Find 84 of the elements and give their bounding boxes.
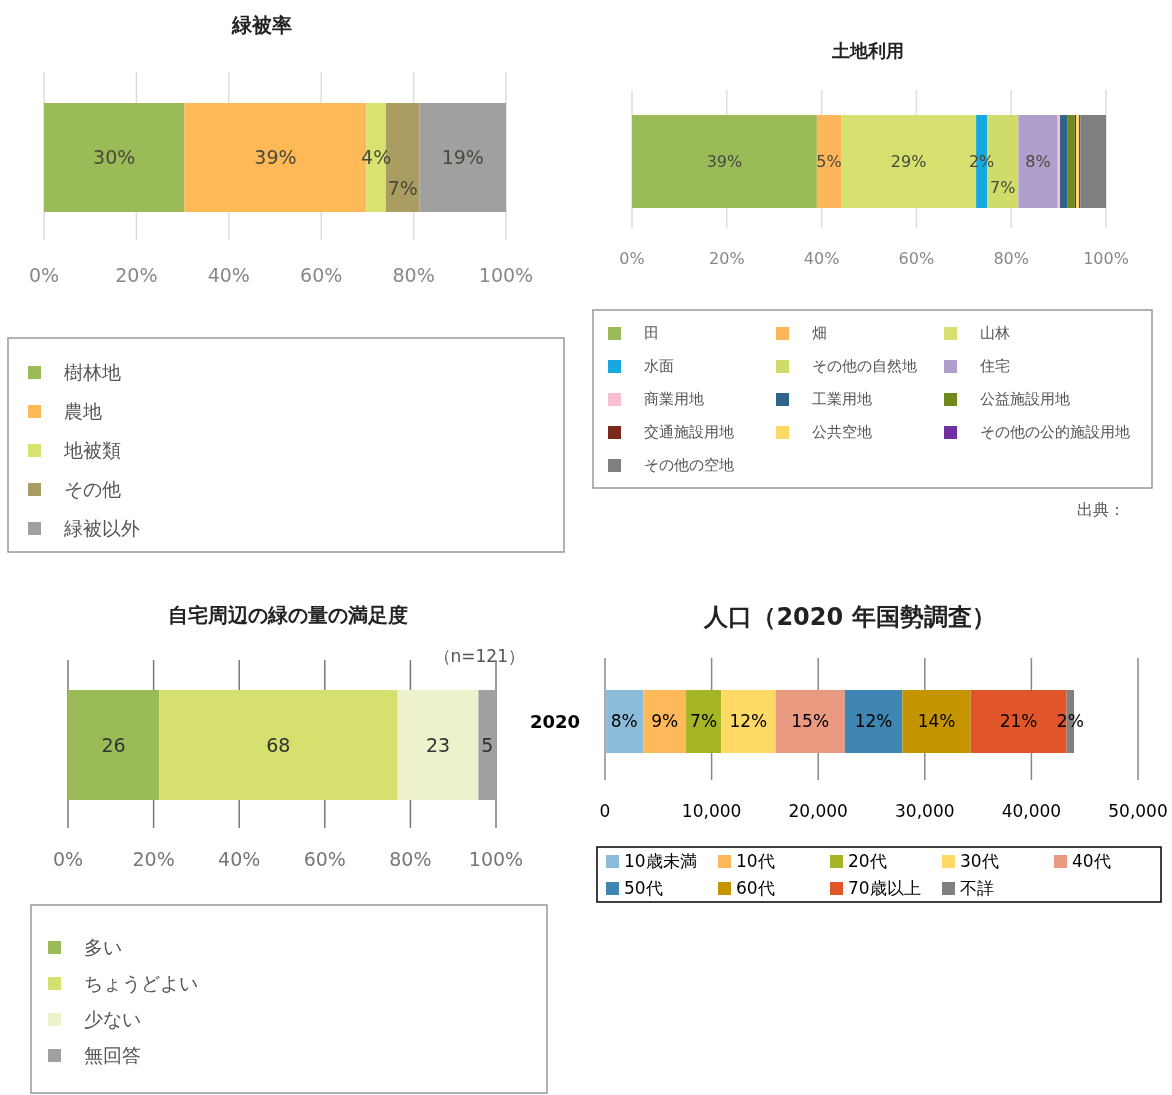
legend-label: 住宅 (979, 357, 1010, 376)
x-tick-label: 40% (207, 264, 250, 286)
x-tick-label: 40% (803, 249, 840, 268)
y-tick-label: 2020 (529, 710, 580, 732)
x-tick-label: 40% (218, 848, 261, 870)
legend-label: 50代 (624, 877, 663, 898)
chart-title: 緑被率 (231, 13, 292, 37)
chart-title: 人口（2020 年国勢調査） (703, 603, 996, 631)
annotation: 15% (791, 711, 830, 732)
chart-title: 自宅周辺の緑の量の満足度 (168, 603, 408, 627)
x-tick-label: 60% (898, 249, 935, 268)
annotation: 9% (651, 711, 679, 732)
data-label: 7% (387, 176, 418, 199)
x-tick-label: 20% (709, 249, 745, 268)
legend-label: 少ない (84, 1007, 141, 1030)
x-tick-label: 20% (132, 848, 175, 870)
x-tick-label: 40,000 (1001, 801, 1062, 821)
annotation: 26 (101, 733, 126, 756)
legend-label: 無回答 (84, 1043, 141, 1066)
data-label: 39% (254, 146, 297, 169)
annotation: 7% (690, 711, 718, 732)
legend-label: その他の空地 (644, 456, 734, 475)
data-label: 5% (816, 152, 842, 172)
legend-label: 不詳 (960, 877, 994, 898)
legend-label: 10歳未満 (624, 850, 697, 871)
x-tick-label: 20,000 (788, 801, 848, 821)
annotation: 5 (481, 733, 494, 756)
legend-label: 20代 (848, 850, 887, 871)
legend-label: 緑被以外 (63, 516, 140, 539)
data-label: 8% (1025, 152, 1051, 172)
legend-label: 樹林地 (64, 360, 121, 383)
legend-label: 公共空地 (812, 423, 872, 442)
x-tick-label: 10,000 (681, 801, 742, 821)
legend-label: 10代 (736, 850, 775, 871)
x-tick-label: 0% (619, 249, 645, 268)
legend-label: 水面 (644, 357, 674, 376)
source-note: 出典： (1077, 500, 1125, 519)
annotation: 8% (610, 711, 638, 732)
legend-label: 公益施設用地 (980, 390, 1070, 409)
legend-label: その他の自然地 (812, 357, 917, 376)
legend-label: 畑 (812, 324, 827, 343)
x-tick-label: 100% (468, 848, 524, 870)
x-tick-label: 50,000 (1108, 801, 1168, 821)
legend-label: 40代 (1072, 850, 1111, 871)
legend-label: 60代 (736, 877, 775, 898)
x-tick-label: 60% (300, 264, 343, 286)
annotation: 12% (729, 711, 768, 732)
x-tick-label: 20% (115, 264, 158, 286)
chart-title: 土地利用 (831, 40, 904, 61)
annotation: 21% (999, 711, 1038, 732)
legend-label: 地被類 (63, 438, 121, 461)
legend-label: 山林 (980, 324, 1010, 343)
x-tick-label: 80% (993, 249, 1029, 268)
legend-label: ちょうどよい (84, 971, 198, 994)
x-tick-label: 0 (599, 801, 611, 821)
text: （n=121） (433, 646, 525, 666)
x-tick-label: 100% (478, 264, 534, 286)
data-label: 30% (93, 146, 136, 169)
x-tick-label: 0% (28, 264, 60, 286)
legend-label: 商業用地 (644, 390, 704, 409)
annotation: 68 (266, 733, 291, 756)
annotation: 12% (854, 711, 893, 732)
data-label: 4% (361, 146, 392, 169)
legend-label: 農地 (64, 399, 102, 422)
legend-label: その他 (64, 477, 121, 500)
legend-label: 田 (644, 324, 659, 343)
x-tick-label: 0% (52, 848, 84, 870)
x-tick-label: 60% (303, 848, 346, 870)
annotation: 23 (425, 733, 451, 756)
annotation: 14% (917, 711, 956, 732)
legend-label: 70歳以上 (848, 877, 921, 898)
x-tick-label: 80% (392, 264, 435, 286)
data-label: 19% (441, 146, 484, 169)
legend-label: 交通施設用地 (644, 423, 734, 442)
data-label: 39% (706, 152, 743, 172)
x-tick-label: 80% (389, 848, 432, 870)
legend-label: 多い (84, 935, 122, 958)
legend-label: 30代 (960, 850, 999, 871)
x-tick-label: 30,000 (895, 801, 955, 821)
legend-label: その他の公的施設用地 (980, 423, 1130, 442)
data-label: 29% (890, 152, 927, 172)
x-tick-label: 100% (1083, 249, 1129, 268)
legend-label: 工業用地 (812, 390, 872, 409)
data-label: 7% (989, 178, 1016, 198)
